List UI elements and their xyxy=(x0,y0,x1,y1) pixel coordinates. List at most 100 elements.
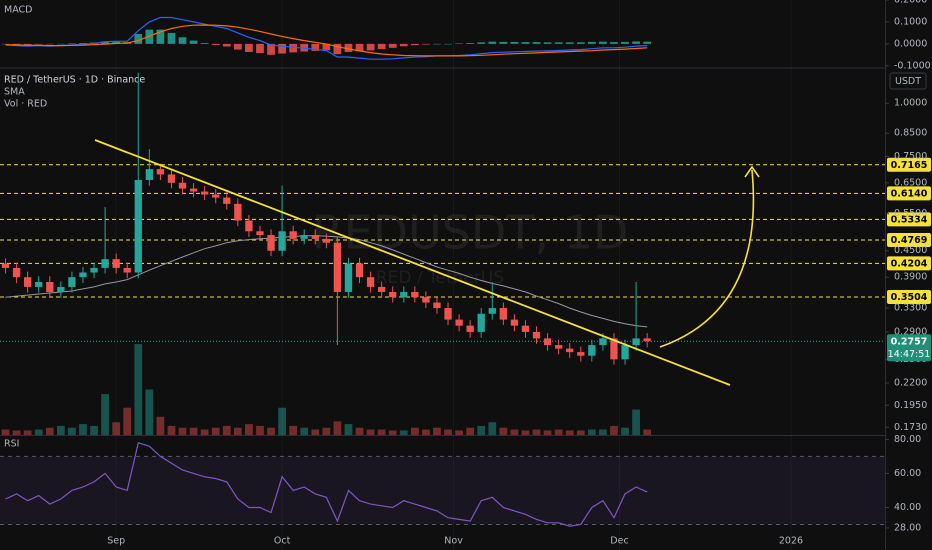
x-tick-label: Nov xyxy=(444,536,463,547)
candle-body xyxy=(101,259,109,268)
volume-bar xyxy=(410,427,419,435)
macd-histogram-bar xyxy=(233,43,242,50)
volume-bar xyxy=(79,424,87,435)
volume-bar xyxy=(377,429,386,435)
volume-bar xyxy=(543,430,552,435)
candle-body xyxy=(411,291,419,298)
volume-bar xyxy=(499,427,508,435)
volume-bar xyxy=(101,394,109,435)
level-label-bg xyxy=(887,256,931,271)
candle-body xyxy=(643,338,651,342)
y-tick-label: 0.1000 xyxy=(894,16,927,27)
candle-body xyxy=(543,338,552,346)
volume-bar xyxy=(112,422,121,435)
macd-histogram-bar xyxy=(610,42,618,44)
candle-body xyxy=(112,259,120,268)
last-price-bg xyxy=(887,334,931,362)
candle-body xyxy=(577,352,585,356)
y-tick-label: 0.2200 xyxy=(894,377,927,388)
macd-histogram-bar xyxy=(410,43,419,46)
y-tick-label: 0.4500 xyxy=(894,245,927,256)
arrow-head xyxy=(744,165,760,178)
volume-bar xyxy=(167,425,176,435)
candle-body xyxy=(477,313,485,332)
plot xyxy=(0,16,885,527)
macd-line xyxy=(5,24,648,57)
candle-body xyxy=(422,297,430,303)
candle-body xyxy=(145,169,153,180)
volume-bar xyxy=(56,425,65,435)
macd-histogram-bar xyxy=(433,43,441,45)
candle-body xyxy=(289,231,297,239)
macd-histogram-bar xyxy=(521,42,530,44)
volume-bar xyxy=(587,429,596,435)
candle-body xyxy=(466,325,474,332)
macd-histogram-bar xyxy=(532,42,541,44)
volume-bar xyxy=(178,427,187,435)
volume-bar xyxy=(444,429,452,435)
macd-histogram-bar xyxy=(112,41,121,44)
rsi-band xyxy=(0,456,885,525)
macd-histogram-bar xyxy=(56,43,65,45)
macd-histogram-bar xyxy=(178,37,187,44)
y-tick-label: 0.2900 xyxy=(894,326,927,337)
y-tick-label: 80.00 xyxy=(894,434,921,445)
macd-histogram-bar xyxy=(621,41,629,44)
macd-histogram-bar xyxy=(488,41,497,44)
rsi-line xyxy=(5,442,648,527)
macd-histogram-bar xyxy=(134,34,143,44)
candle-body xyxy=(588,345,596,356)
level-label: 0.5334 xyxy=(891,214,928,225)
projection-arrow xyxy=(659,169,755,348)
candle-body xyxy=(389,291,397,298)
macd-histogram-bar xyxy=(267,43,275,55)
macd-histogram-bar xyxy=(599,41,607,44)
y-tick-label: 60.00 xyxy=(894,468,921,479)
level-label: 0.3504 xyxy=(891,292,928,303)
y-tick-label: 0.2000 xyxy=(894,0,927,6)
volume-bar xyxy=(565,430,574,435)
volume-bar xyxy=(233,427,242,435)
macd-histogram-bar xyxy=(377,43,386,50)
candle-body xyxy=(167,174,176,183)
macd-histogram-bar xyxy=(322,43,331,51)
volume-bar xyxy=(610,425,618,435)
macd-histogram-bar xyxy=(156,29,165,44)
candle-body xyxy=(35,281,43,287)
macd-histogram-bar xyxy=(543,42,552,44)
x-tick-label: Oct xyxy=(274,536,291,547)
macd-histogram-bar xyxy=(333,43,342,55)
macd-histogram-bar xyxy=(388,43,397,48)
macd-histogram-bar xyxy=(554,42,563,44)
candle-body xyxy=(245,220,253,232)
macd-histogram-bar xyxy=(200,42,209,44)
candle-body xyxy=(189,188,198,192)
volume-bar xyxy=(145,389,154,435)
macd-histogram-bar xyxy=(422,43,430,45)
candle-body xyxy=(355,263,364,278)
candle-body xyxy=(256,231,264,236)
volume-bar xyxy=(278,407,286,435)
level-label-bg xyxy=(887,289,931,304)
macd-histogram-bar xyxy=(245,43,253,52)
candle-body xyxy=(621,345,629,360)
candle-body xyxy=(521,325,530,332)
volume-bar xyxy=(643,429,652,435)
volume-bar xyxy=(344,424,353,435)
candle-body xyxy=(344,263,353,292)
macd-histogram-bar xyxy=(477,42,486,44)
candle-body xyxy=(156,169,165,175)
currency-box xyxy=(889,72,927,90)
macd-histogram-bar xyxy=(101,41,109,44)
candle-body xyxy=(378,286,386,292)
last-price-label: 0.2757 xyxy=(891,336,928,347)
volume-bar xyxy=(245,424,253,435)
candle-body xyxy=(632,338,640,346)
volume-bar xyxy=(488,422,497,435)
candle-body xyxy=(46,281,54,292)
macd-histogram-bar xyxy=(211,43,220,45)
macd-histogram-bar xyxy=(399,43,408,47)
volume-bar xyxy=(333,421,342,435)
